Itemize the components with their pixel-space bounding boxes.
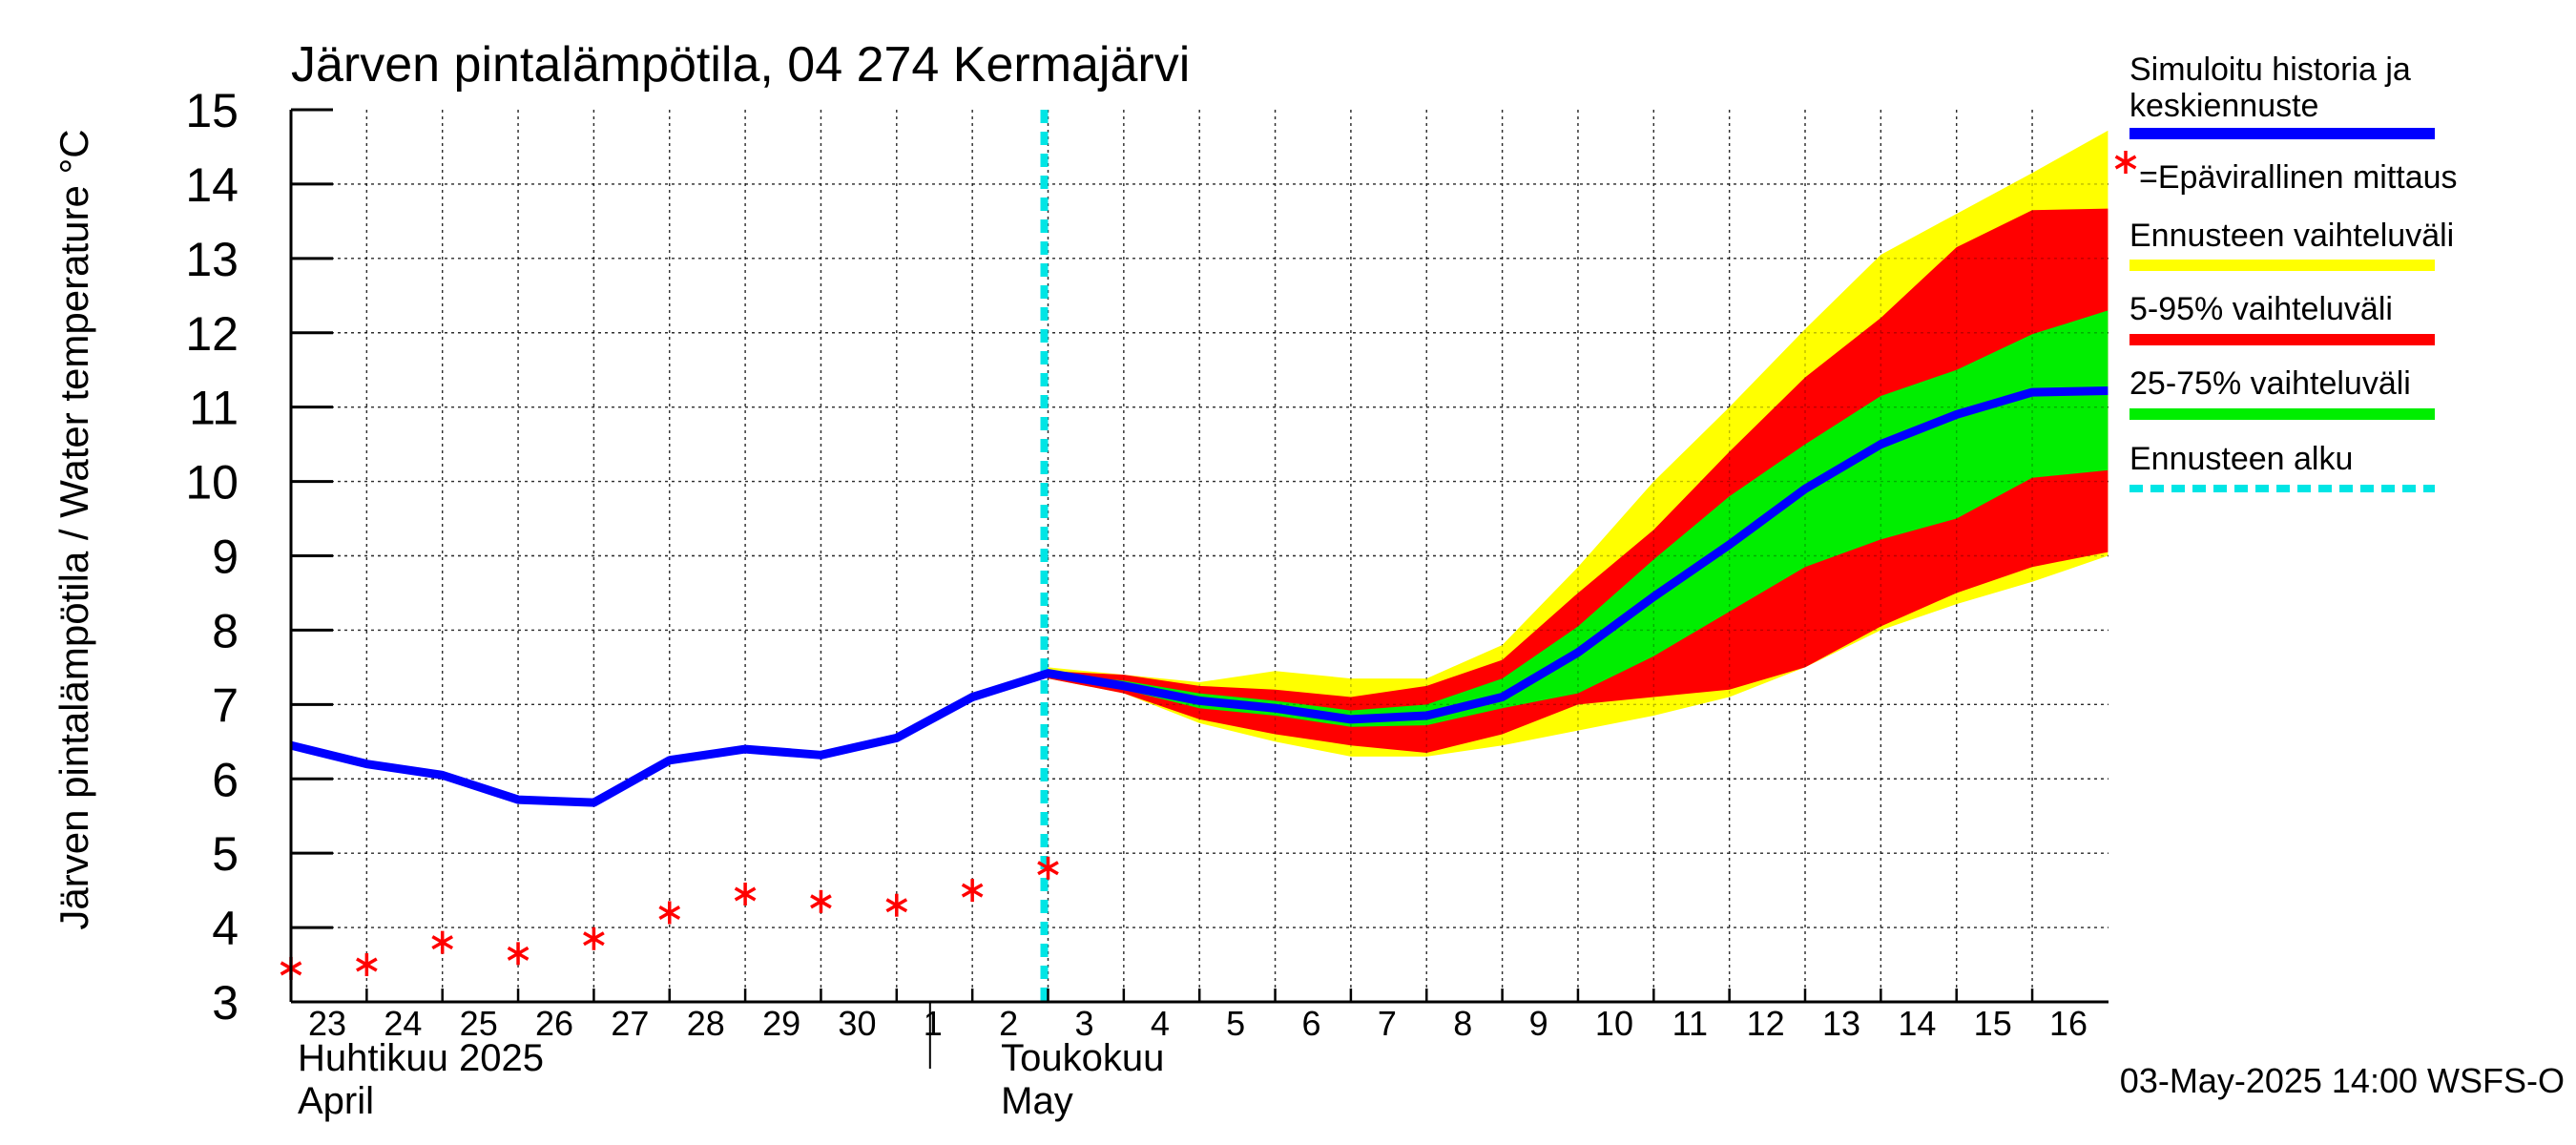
marker-stroke bbox=[507, 946, 530, 961]
marker-stroke bbox=[356, 957, 378, 972]
y-tick-label: 15 bbox=[185, 84, 239, 137]
marker-stroke bbox=[885, 898, 908, 913]
y-tick-label: 10 bbox=[185, 456, 239, 510]
y-tick-label: 5 bbox=[212, 827, 239, 881]
measurement-point bbox=[658, 901, 681, 925]
legend-label: Ennusteen vaihteluväli bbox=[2129, 218, 2454, 254]
x-tick-label: 14 bbox=[1898, 1004, 1936, 1043]
month-label-en: April bbox=[298, 1080, 374, 1122]
band-25-75% vaihteluväli bbox=[1048, 310, 2109, 727]
marker-stroke bbox=[583, 931, 605, 947]
measurement-point bbox=[1037, 856, 1059, 880]
y-tick-label: 3 bbox=[212, 976, 239, 1030]
y-tick-label: 14 bbox=[185, 158, 239, 212]
y-tick-label: 8 bbox=[212, 604, 239, 657]
x-tick-label: 8 bbox=[1453, 1004, 1472, 1043]
measurement-point bbox=[356, 953, 378, 977]
series-line-median bbox=[289, 386, 2109, 807]
legend-label: Ennusteen alku bbox=[2129, 441, 2353, 477]
month-label-fi: Toukokuu bbox=[1001, 1037, 1164, 1079]
legend-label: Simuloitu historia ja bbox=[2129, 52, 2411, 88]
footer-timestamp: 03-May-2025 14:00 WSFS-O bbox=[2120, 1061, 2565, 1100]
y-tick-label: 11 bbox=[189, 382, 239, 435]
x-tick-label: 24 bbox=[384, 1004, 422, 1043]
x-tick-label: 15 bbox=[1974, 1004, 2012, 1043]
y-tick-label: 7 bbox=[212, 678, 239, 732]
y-tick-label: 12 bbox=[185, 307, 239, 361]
x-tick-label: 11 bbox=[1672, 1004, 1708, 1043]
x-tick-label: 10 bbox=[1595, 1004, 1633, 1043]
marker-stroke bbox=[658, 905, 681, 921]
x-tick-label: 12 bbox=[1747, 1004, 1785, 1043]
data-series bbox=[280, 110, 2109, 1002]
marker-stroke bbox=[734, 886, 757, 902]
x-tick-label: 7 bbox=[1378, 1004, 1397, 1043]
marker-stroke bbox=[1037, 861, 1059, 876]
x-tick-label: 3 bbox=[1074, 1004, 1093, 1043]
forecast-bands bbox=[1048, 130, 2109, 757]
grid-lines bbox=[291, 110, 2109, 1002]
y-tick-label: 6 bbox=[212, 753, 239, 806]
x-tick-label: 1 bbox=[924, 1004, 943, 1043]
marker-stroke bbox=[2114, 155, 2137, 170]
x-tick-label: 23 bbox=[308, 1004, 346, 1043]
measurement-point bbox=[961, 879, 984, 903]
x-tick-label: 25 bbox=[460, 1004, 498, 1043]
legend-label: =Epävirallinen mittaus bbox=[2139, 159, 2458, 196]
x-tick-label: 29 bbox=[762, 1004, 800, 1043]
x-tick-label: 30 bbox=[838, 1004, 876, 1043]
month-label-fi: Huhtikuu 2025 bbox=[298, 1037, 544, 1079]
x-tick-label: 27 bbox=[611, 1004, 649, 1043]
x-tick-label: 4 bbox=[1151, 1004, 1170, 1043]
measurement-point bbox=[431, 930, 454, 954]
legend-label: 25-75% vaihteluväli bbox=[2129, 365, 2411, 402]
legend-marker-icon bbox=[2114, 151, 2137, 174]
chart-title: Järven pintalämpötila, 04 274 Kermajärvi bbox=[291, 37, 1190, 93]
legend-label: keskiennuste bbox=[2129, 88, 2318, 124]
measurement-point bbox=[583, 926, 605, 950]
x-tick-label: 13 bbox=[1822, 1004, 1860, 1043]
y-tick-label: 4 bbox=[212, 902, 239, 955]
x-tick-label: 2 bbox=[999, 1004, 1018, 1043]
x-tick-label: 9 bbox=[1529, 1004, 1548, 1043]
measurement-point bbox=[734, 883, 757, 906]
x-tick-label: 28 bbox=[687, 1004, 725, 1043]
y-tick-label: 9 bbox=[212, 531, 239, 584]
measurement-point bbox=[810, 889, 832, 913]
x-tick-label: 6 bbox=[1302, 1004, 1321, 1043]
month-label-en: May bbox=[1001, 1080, 1073, 1122]
band-5-95% vaihteluväli bbox=[1048, 208, 2109, 753]
y-axis-label: Järven pintalämpötila / Water temperatur… bbox=[52, 129, 96, 929]
x-tick-label: 16 bbox=[2049, 1004, 2088, 1043]
marker-stroke bbox=[961, 883, 984, 898]
marker-stroke bbox=[431, 935, 454, 950]
x-tick-label: 26 bbox=[535, 1004, 573, 1043]
marker-stroke bbox=[810, 894, 832, 909]
measurement-point bbox=[507, 942, 530, 966]
grid-lines-over-bands bbox=[291, 110, 2109, 1002]
measurement-point bbox=[885, 893, 908, 917]
y-tick-label: 13 bbox=[185, 233, 239, 286]
legend-label: 5-95% vaihteluväli bbox=[2129, 291, 2393, 327]
x-tick-label: 5 bbox=[1226, 1004, 1245, 1043]
